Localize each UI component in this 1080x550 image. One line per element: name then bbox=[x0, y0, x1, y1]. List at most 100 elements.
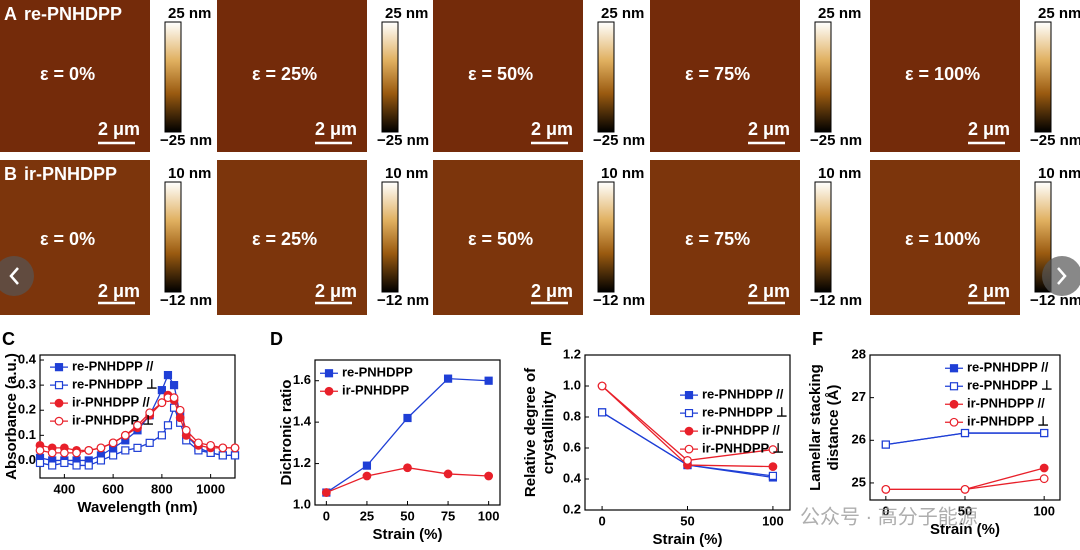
marker bbox=[362, 471, 372, 481]
marker bbox=[362, 461, 372, 470]
afm-texture bbox=[217, 0, 367, 152]
marker bbox=[169, 393, 179, 403]
marker bbox=[881, 440, 890, 449]
colorbar-min: −12 nm bbox=[593, 292, 645, 309]
marker bbox=[120, 430, 130, 440]
afm-noise bbox=[217, 0, 367, 152]
scale-bar-label: 2 μm bbox=[748, 119, 790, 139]
marker bbox=[121, 446, 130, 455]
marker bbox=[35, 458, 45, 468]
marker bbox=[597, 408, 607, 417]
marker bbox=[403, 463, 412, 473]
x-tick-label: 0 bbox=[598, 513, 605, 528]
colorbar bbox=[381, 21, 399, 133]
afm-texture bbox=[433, 160, 583, 315]
colorbar-max: 25 nm bbox=[1038, 5, 1080, 22]
colorbar bbox=[814, 21, 832, 133]
strain-label: ε = 0% bbox=[40, 229, 95, 249]
strain-label: ε = 100% bbox=[905, 229, 980, 249]
y-tick-label: 0.3 bbox=[18, 377, 36, 392]
marker bbox=[157, 386, 166, 395]
x-tick-label: 0 bbox=[323, 508, 330, 523]
y-tick-label: 28 bbox=[852, 346, 866, 361]
y-tick-label: 0.4 bbox=[18, 351, 37, 366]
scale-bar-label: 2 μm bbox=[531, 281, 573, 301]
colorbar-min: −12 nm bbox=[810, 292, 862, 309]
x-axis-label: Wavelength (nm) bbox=[77, 499, 197, 516]
y-tick-label: 0.2 bbox=[563, 501, 581, 516]
marker bbox=[169, 381, 179, 390]
plot-frame bbox=[39, 354, 236, 479]
colorbar-min: −12 nm bbox=[1030, 292, 1080, 309]
y-tick-label: 1.0 bbox=[293, 496, 311, 511]
colorbar bbox=[381, 181, 399, 293]
y-axis-label: distance (Å) bbox=[825, 385, 842, 471]
colorbar-min: −25 nm bbox=[160, 132, 212, 149]
marker bbox=[163, 370, 173, 380]
afm-noise bbox=[870, 160, 1020, 315]
colorbar-min: −12 nm bbox=[160, 292, 212, 309]
strain-label: ε = 25% bbox=[252, 64, 317, 84]
marker bbox=[443, 374, 453, 383]
marker bbox=[960, 428, 970, 438]
y-tick-label: 0.0 bbox=[18, 452, 36, 467]
strain-label: ε = 50% bbox=[468, 64, 533, 84]
y-tick-label: 0.2 bbox=[18, 402, 36, 417]
y-tick-label: 1.2 bbox=[293, 455, 311, 470]
prev-arrow[interactable] bbox=[0, 256, 34, 296]
y-axis-label: Absorbance (a.u.) bbox=[3, 353, 20, 480]
x-axis-label: Strain (%) bbox=[372, 526, 442, 543]
scale-bar-label: 2 μm bbox=[968, 119, 1010, 139]
marker bbox=[72, 461, 81, 470]
legend-marker bbox=[949, 382, 959, 391]
scale-bar-label: 2 μm bbox=[531, 119, 573, 139]
y-tick-label: 25 bbox=[852, 474, 866, 489]
row-title: re-PNHDPP bbox=[24, 4, 122, 24]
legend-label: ir-PNHDPP // bbox=[702, 423, 780, 438]
legend-marker bbox=[684, 409, 694, 418]
marker bbox=[72, 448, 81, 458]
marker bbox=[181, 425, 191, 435]
marker bbox=[321, 488, 331, 497]
marker bbox=[59, 448, 69, 458]
marker bbox=[1040, 428, 1049, 438]
marker bbox=[768, 471, 778, 480]
colorbar bbox=[597, 181, 615, 293]
afm-images: 25 nm −25 nm ε = 0% 2 μm 25 nm −25 nm ε = 25% 2… bbox=[0, 0, 1080, 315]
colorbar-max: 25 nm bbox=[601, 5, 644, 22]
legend-label: re-PNHDPP // bbox=[967, 360, 1049, 375]
strain-label: ε = 75% bbox=[685, 64, 750, 84]
y-tick-label: 26 bbox=[852, 432, 866, 447]
legend-label: re-PNHDPP ⊥ bbox=[702, 405, 788, 420]
marker bbox=[109, 451, 118, 460]
x-axis-label: Strain (%) bbox=[652, 531, 722, 548]
strain-label: ε = 75% bbox=[685, 229, 750, 249]
legend-marker bbox=[54, 381, 64, 390]
legend-label: re-PNHDPP ⊥ bbox=[967, 378, 1053, 393]
y-tick-label: 27 bbox=[852, 389, 866, 404]
colorbar-max: 10 nm bbox=[385, 165, 428, 182]
next-arrow[interactable] bbox=[1042, 256, 1080, 296]
y-tick-label: 0.8 bbox=[563, 408, 581, 423]
scale-bar-label: 2 μm bbox=[968, 281, 1010, 301]
x-tick-label: 800 bbox=[151, 481, 173, 496]
marker bbox=[881, 484, 891, 494]
marker bbox=[84, 445, 94, 455]
legend-label: re-PNHDPP ⊥ bbox=[72, 377, 158, 392]
marker bbox=[1039, 463, 1049, 473]
colorbar-max: 25 nm bbox=[385, 5, 428, 22]
x-tick-label: 400 bbox=[54, 481, 76, 496]
marker bbox=[484, 376, 493, 385]
scale-bar-label: 2 μm bbox=[315, 281, 357, 301]
watermark: 公众号 · 高分子能源 bbox=[800, 505, 978, 528]
scale-bar-label: 2 μm bbox=[315, 119, 357, 139]
colorbar-min: −12 nm bbox=[377, 292, 429, 309]
row-title: ir-PNHDPP bbox=[24, 164, 117, 184]
marker bbox=[683, 456, 692, 465]
legend-marker bbox=[949, 417, 959, 427]
afm-noise bbox=[870, 0, 1020, 152]
colorbar-max: 10 nm bbox=[601, 165, 644, 182]
afm-noise bbox=[433, 0, 583, 152]
panel-label: D bbox=[270, 329, 283, 349]
legend-marker bbox=[949, 399, 959, 409]
